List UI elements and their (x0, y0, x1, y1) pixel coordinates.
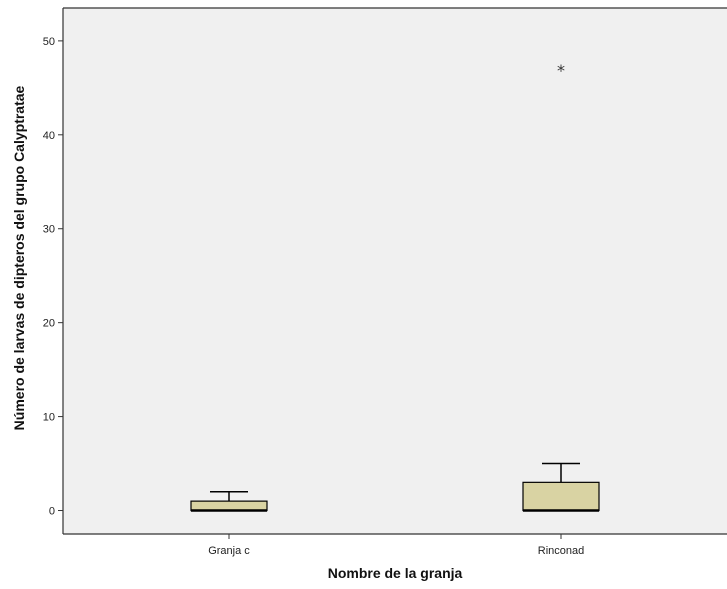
y-tick-label: 50 (43, 36, 55, 48)
y-axis-title: Número de larvas de dipteros del grupo C… (11, 85, 27, 430)
y-tick-label: 0 (49, 506, 55, 518)
box-group (190, 490, 268, 512)
x-tick-label: Granja c (208, 545, 250, 557)
y-tick-label: 40 (43, 130, 55, 142)
box (190, 500, 268, 512)
box-group: * (522, 61, 600, 512)
y-tick-label: 30 (43, 224, 55, 236)
y-tick-label: 20 (43, 318, 55, 330)
y-tick-label: 10 (43, 412, 55, 424)
x-tick-label: Rinconad (538, 545, 584, 557)
axes-layer: 0 10 20 30 40 50 Granja c Rinconad (43, 7, 727, 557)
box (522, 481, 600, 512)
outlier-marker: * (557, 61, 565, 80)
plot-area (63, 8, 727, 534)
x-axis-title: Nombre de la granja (328, 565, 463, 581)
boxes-layer: * (190, 61, 600, 512)
